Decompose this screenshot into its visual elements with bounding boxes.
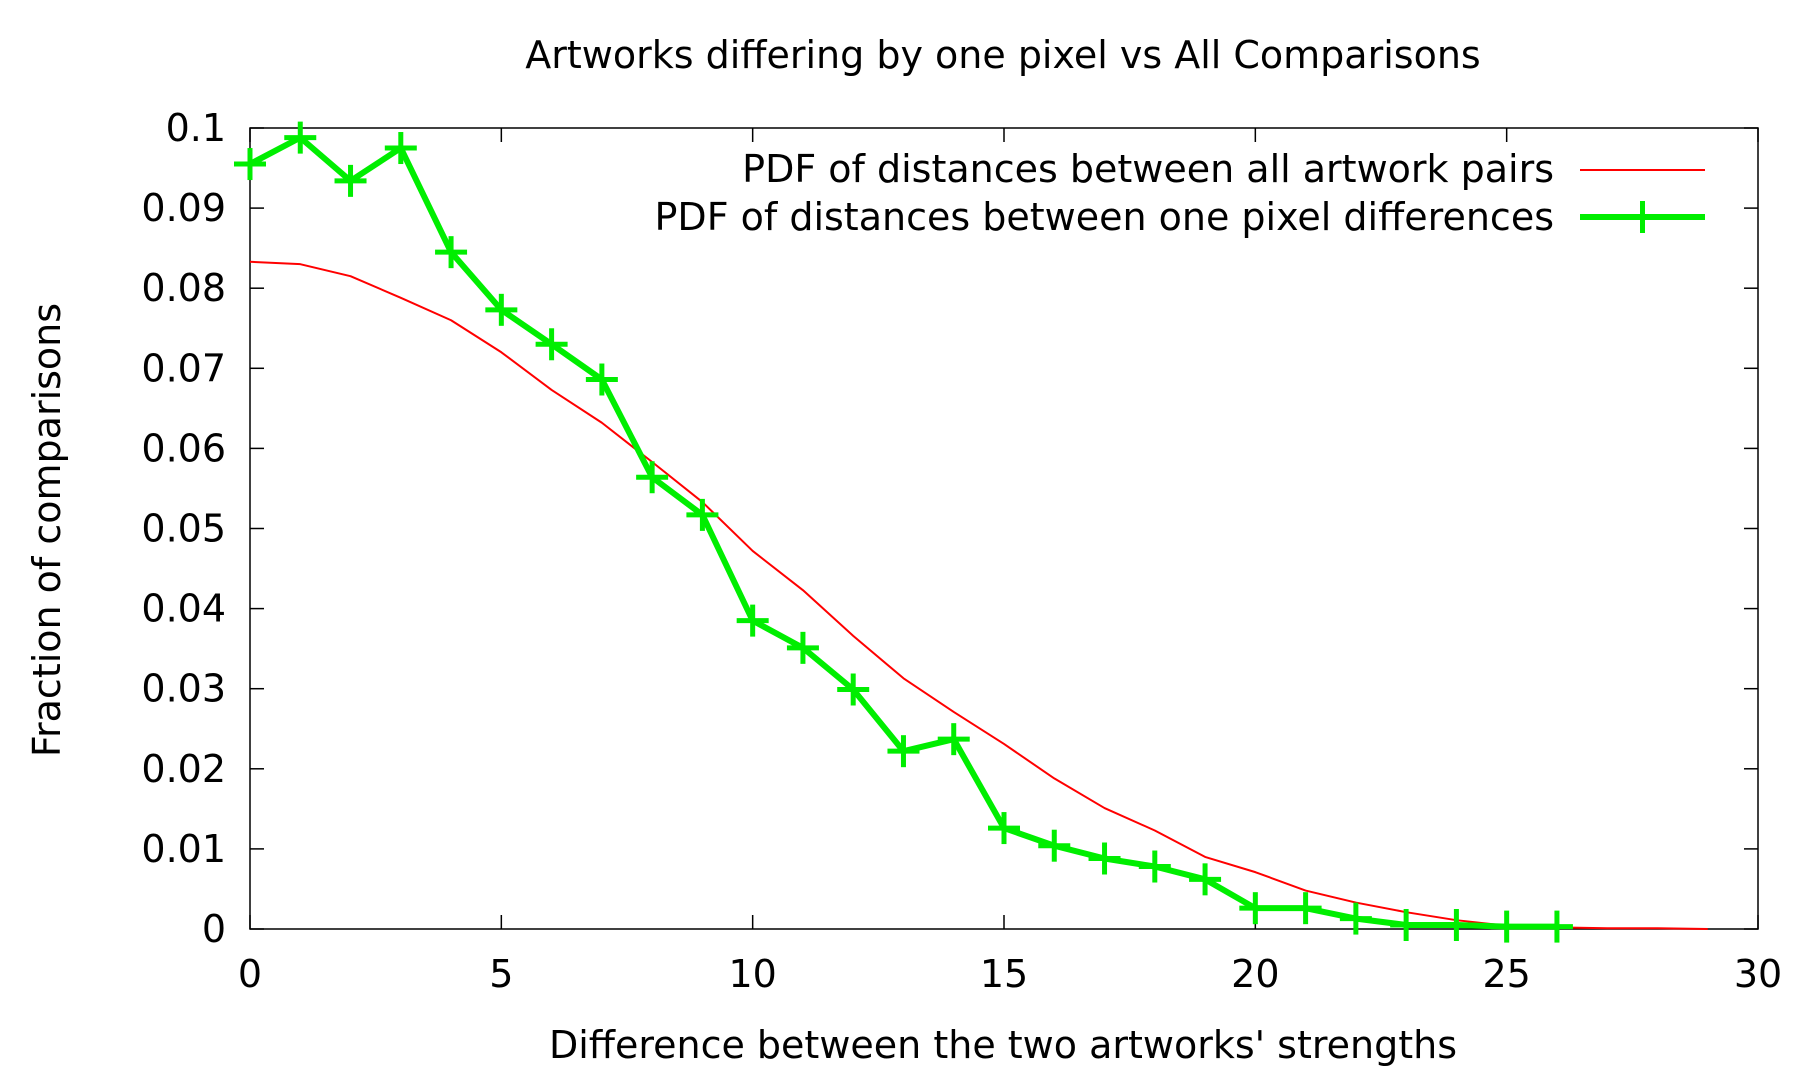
data-point	[1540, 910, 1573, 943]
data-point	[1138, 850, 1171, 883]
legend-label-all-pairs: PDF of distances between all artwork pai…	[742, 147, 1554, 191]
y-tick-label: 0.08	[141, 266, 226, 310]
data-point	[585, 363, 618, 396]
series-line-1	[248, 134, 1557, 930]
data-point	[1239, 892, 1272, 925]
axes-frame	[249, 127, 1759, 930]
data-point	[485, 293, 518, 326]
y-tick-label: 0.06	[141, 426, 226, 470]
x-tick-label: 5	[489, 952, 513, 996]
y-axis-label: Fraction of comparisons	[25, 303, 69, 757]
y-tick-label: 0.07	[141, 346, 226, 390]
x-tick-label: 0	[238, 952, 262, 996]
series-line-0	[249, 260, 1708, 930]
data-point	[1189, 863, 1222, 896]
data-point	[937, 723, 970, 756]
x-tick-label: 30	[1734, 952, 1782, 996]
x-tick-label: 25	[1482, 952, 1530, 996]
y-tick-label: 0.05	[141, 507, 226, 551]
data-point	[837, 673, 870, 706]
data-point	[234, 148, 266, 181]
data-point	[1390, 908, 1423, 941]
y-tick-label: 0.1	[166, 106, 226, 150]
x-tick-label: 20	[1231, 952, 1279, 996]
data-point	[736, 604, 769, 637]
data-point	[1440, 908, 1473, 941]
chart-title: Artworks differing by one pixel vs All C…	[525, 33, 1480, 77]
data-point	[334, 164, 367, 197]
data-point	[384, 132, 417, 165]
y-tick-label: 0.02	[141, 747, 226, 791]
y-tick-label: 0.03	[141, 667, 226, 711]
x-tick-label: 15	[980, 952, 1028, 996]
x-axis-label: Difference between the two artworks' str…	[549, 1023, 1457, 1067]
data-point	[1088, 842, 1121, 875]
y-axis: 0 0.01 0.02 0.03 0.04 0.05 0.06 0.07 0.08 0.09 0.1	[141, 106, 1758, 951]
data-point	[1490, 910, 1523, 943]
data-point	[988, 812, 1020, 845]
data-point	[1339, 902, 1372, 935]
y-tick-label: 0	[202, 907, 226, 951]
data-point	[887, 735, 920, 768]
x-tick-label: 10	[728, 952, 776, 996]
data-point	[1038, 829, 1071, 862]
y-tick-label: 0.09	[141, 186, 226, 230]
data-point	[786, 631, 819, 664]
plot-series	[234, 121, 1708, 943]
data-point	[435, 236, 468, 269]
y-tick-label: 0.01	[141, 827, 226, 871]
legend-label-one-pixel: PDF of distances between one pixel diffe…	[655, 195, 1554, 239]
legend: PDF of distances between all artwork pai…	[655, 147, 1705, 239]
data-point	[535, 328, 568, 361]
y-tick-label: 0.04	[141, 587, 226, 631]
data-point	[1289, 892, 1322, 925]
data-point	[284, 121, 317, 154]
data-point	[686, 498, 719, 531]
legend-swatch-one-pixel	[1580, 201, 1705, 233]
data-point	[636, 461, 669, 494]
x-axis: 0 5 10 15 20 25 30	[238, 128, 1782, 996]
plot-border	[249, 127, 1759, 930]
